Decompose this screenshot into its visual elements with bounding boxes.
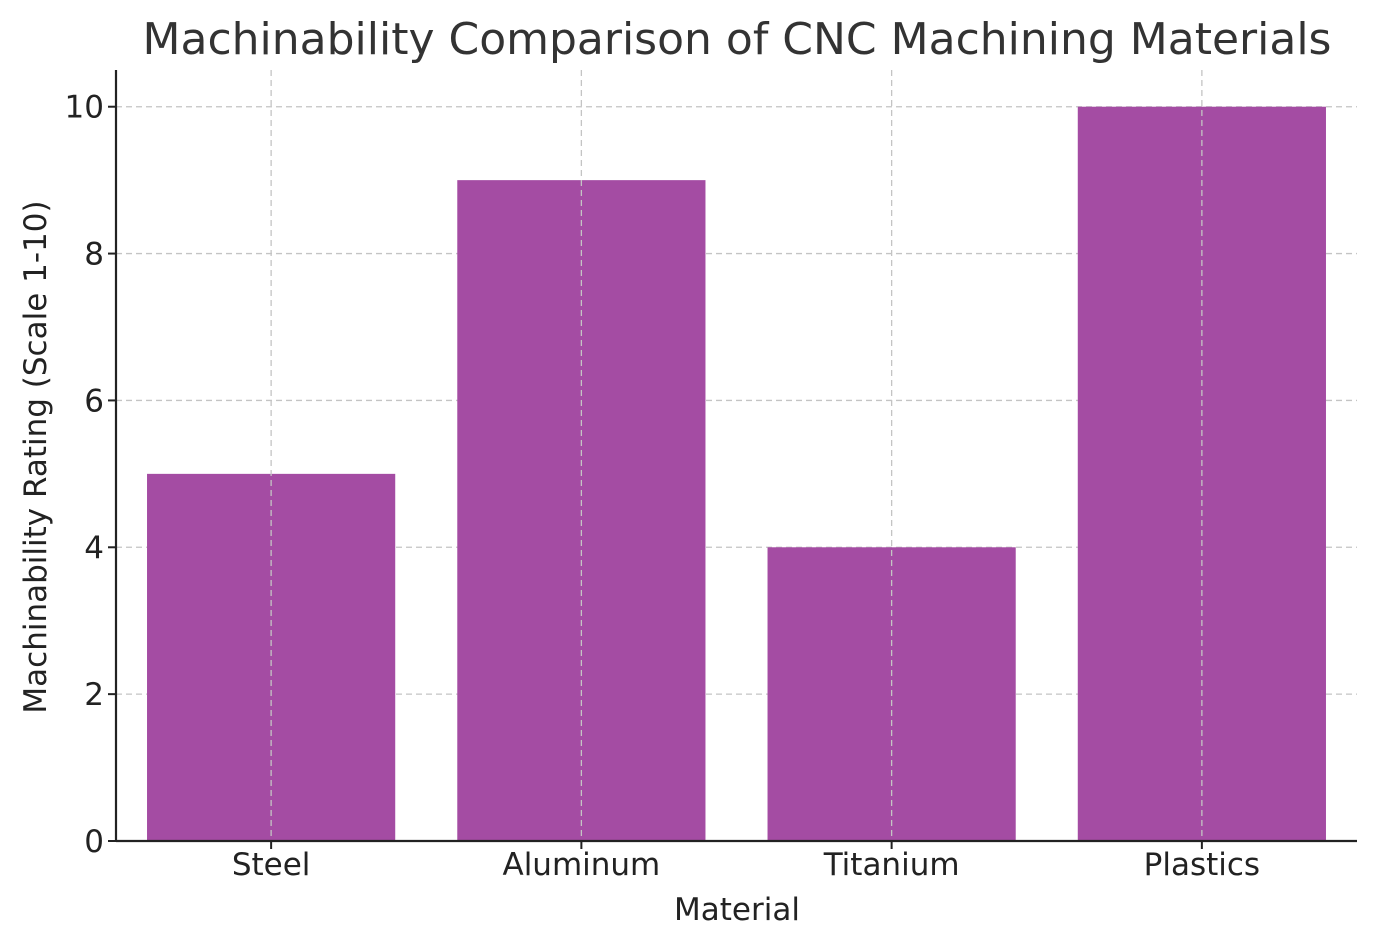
y-tick-label: 4 — [84, 530, 104, 566]
y-tick-label: 2 — [84, 677, 104, 713]
y-axis-label: Machinability Rating (Scale 1-10) — [18, 200, 54, 713]
y-tick-label: 10 — [65, 90, 104, 126]
x-axis-label: Material — [674, 892, 800, 928]
x-ticks: Steel Aluminum Titanium Plastics — [232, 841, 1260, 883]
x-tick-label: Steel — [232, 847, 311, 883]
chart-title: Machinability Comparison of CNC Machinin… — [143, 14, 1332, 65]
y-tick-label: 6 — [84, 383, 104, 419]
x-grid-lines — [270, 70, 1203, 841]
x-tick-label: Titanium — [823, 847, 960, 883]
y-tick-label: 8 — [84, 237, 104, 273]
axes — [114, 70, 1357, 843]
y-ticks: 0 2 4 6 8 10 — [65, 90, 116, 860]
x-tick-label: Aluminum — [502, 847, 660, 883]
x-tick-label: Plastics — [1144, 847, 1260, 883]
y-tick-label: 0 — [84, 824, 104, 860]
bars — [147, 106, 1326, 842]
